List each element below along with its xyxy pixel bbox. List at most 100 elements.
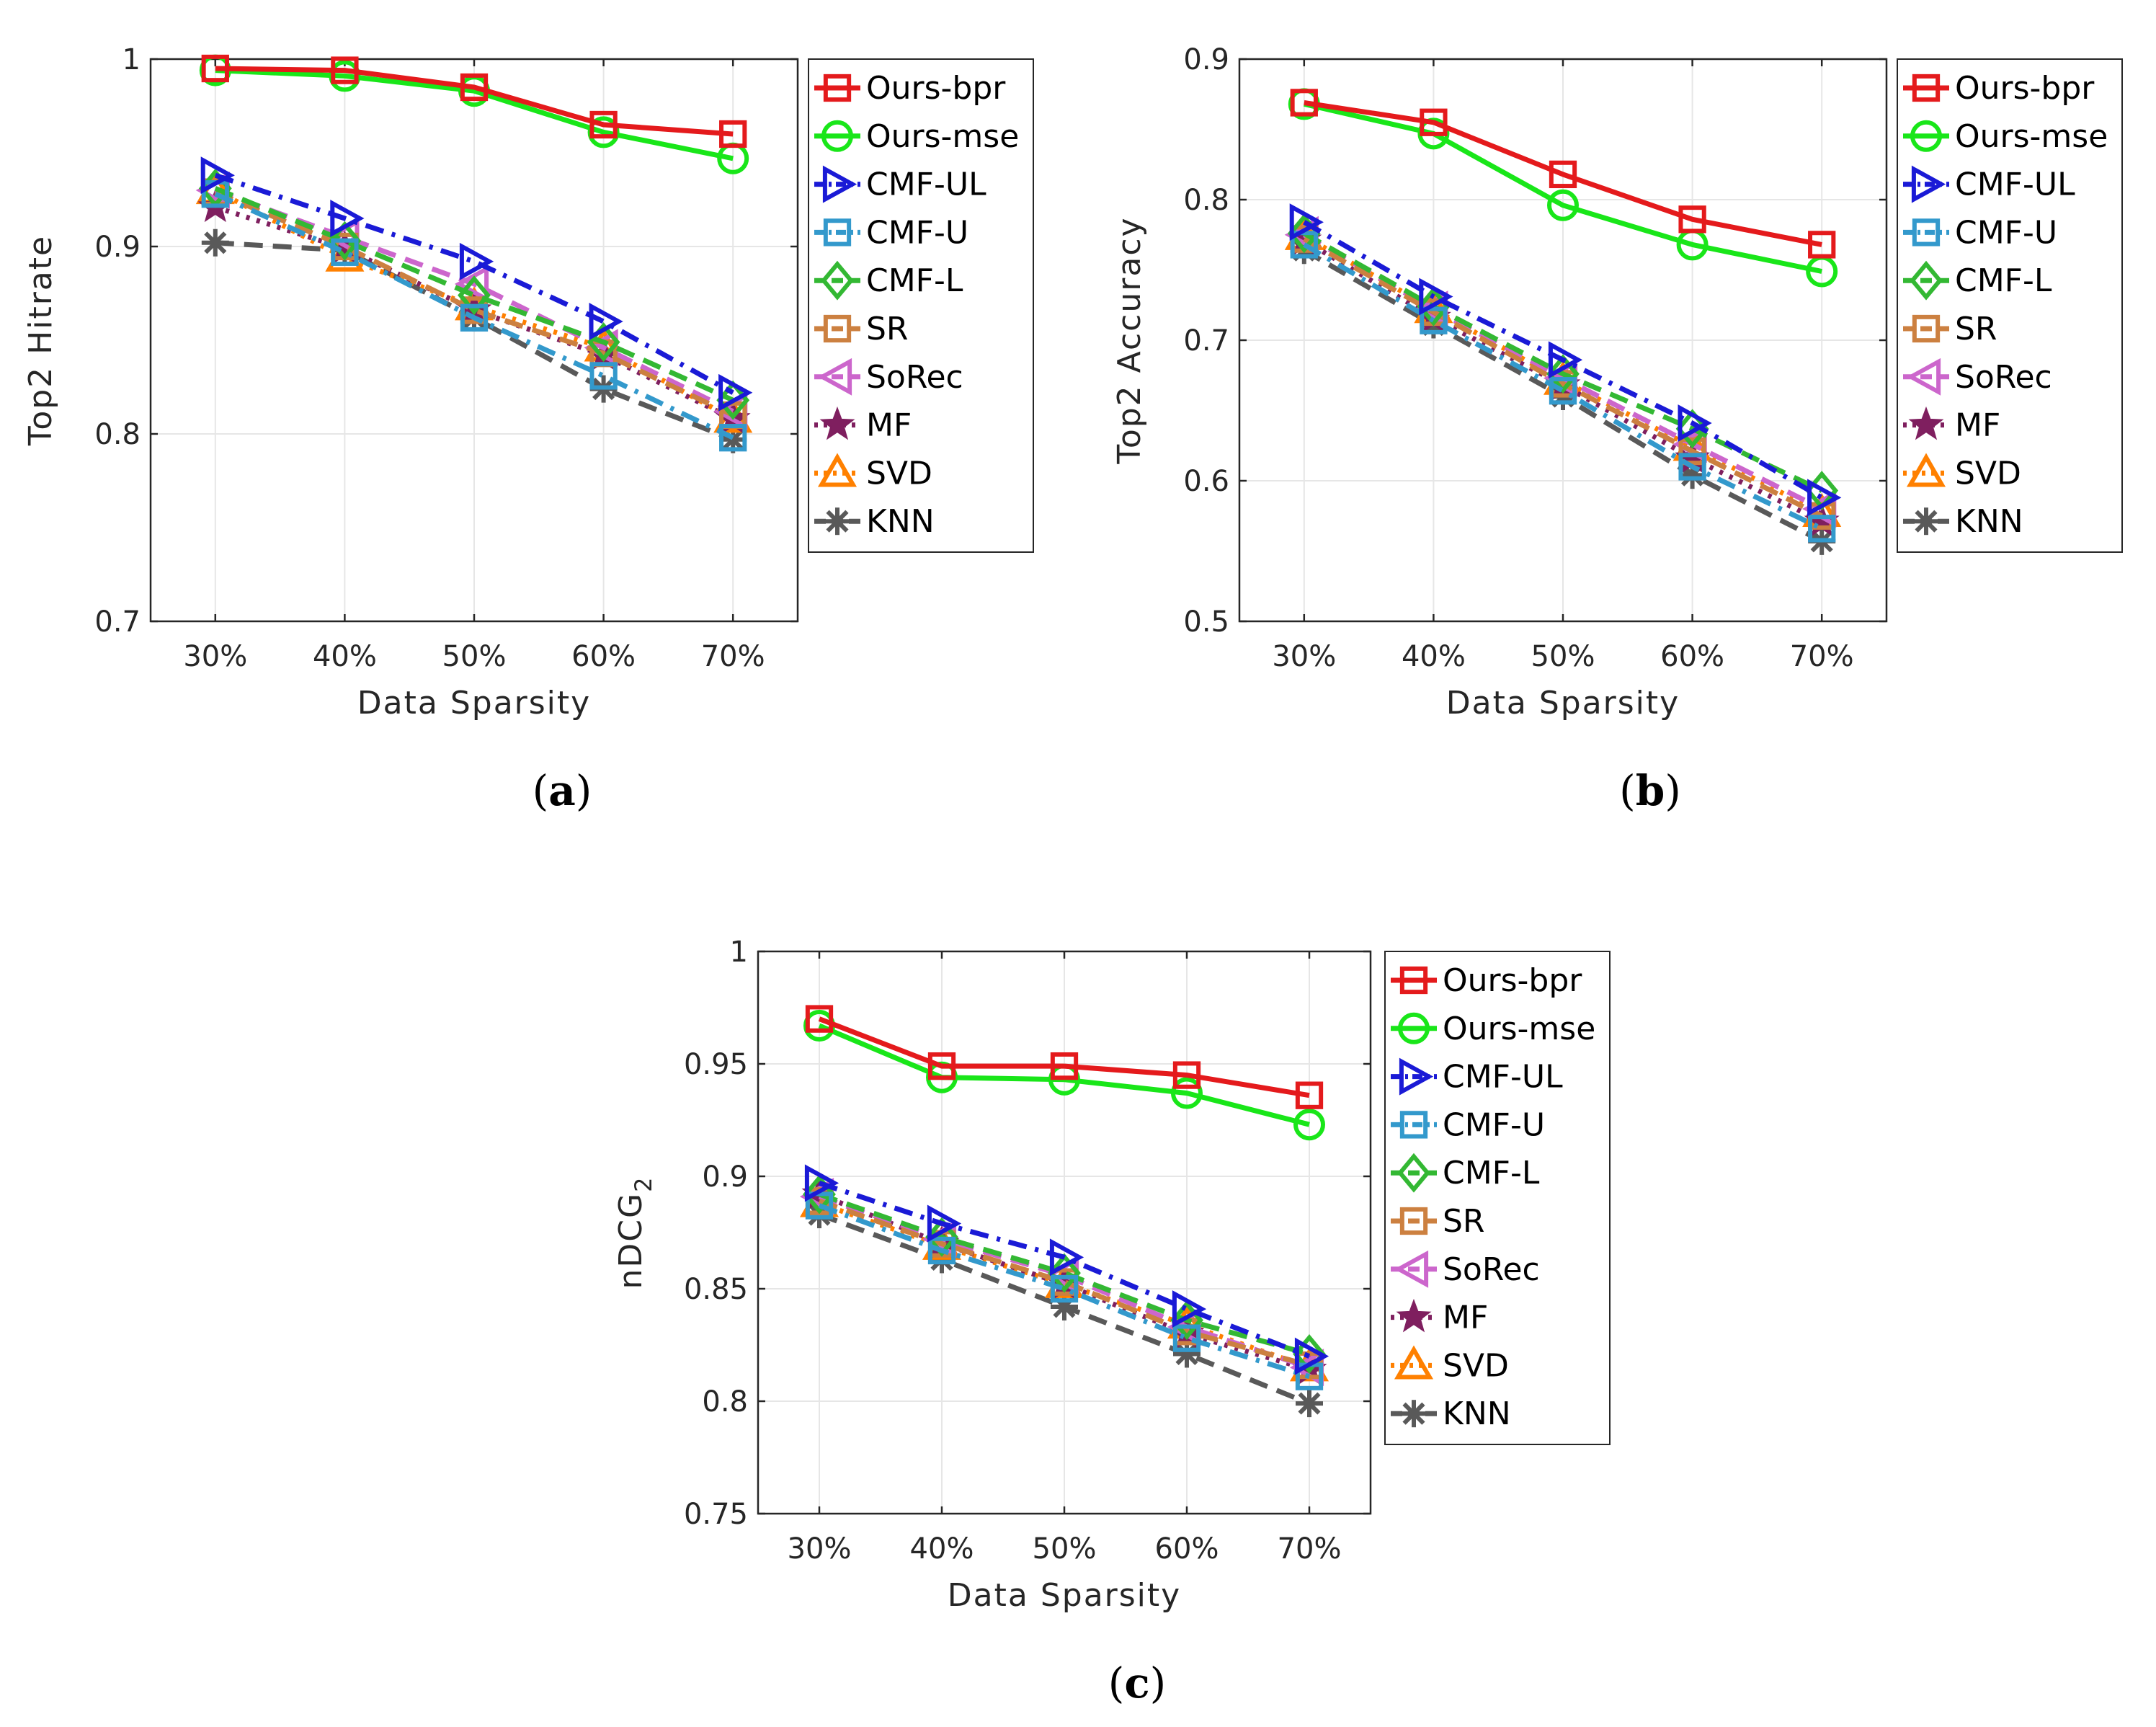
x-tick-label: 30% [1272,640,1336,673]
data-point-cmf-ul [1419,278,1453,316]
legend-label: KNN [1443,1395,1511,1432]
data-point-cmf-u [805,1191,834,1220]
legend-label: Ours-mse [866,118,1019,155]
x-tick-label: 30% [788,1532,852,1566]
series-line-ours-mse [215,68,734,161]
legend-item-ours-bpr: Ours-bpr [1391,962,1582,999]
legend-item-knn: KNN [1903,503,2023,540]
x-tick-label: 70% [701,640,765,673]
data-point-ours-bpr [805,1005,834,1033]
x-tick-label: 50% [1531,640,1595,673]
data-point-ours-mse [1547,189,1579,221]
caption-open-paren: ( [1108,1659,1125,1708]
y-axis-label-text: Top2 Hitrate [22,235,59,446]
y-tick-label: 0.9 [702,1160,748,1194]
data-point-cmf-ul [1049,1238,1084,1277]
legend-marker-cmf-ul [1911,165,1946,203]
data-point-ours-bpr [1295,1081,1324,1109]
data-point-sr [1678,437,1706,466]
x-tick-label: 60% [571,640,636,673]
x-tick-label: 60% [1155,1532,1219,1566]
y-tick-label: 0.75 [684,1498,748,1531]
y-axis-label: Top2 Hitrate [22,235,59,446]
data-point-cmf-ul [1807,479,1842,517]
data-point-sorec [454,265,489,303]
series-group [195,54,753,453]
panel-a-top2-hitrate: 30% 40% 50% 60% 70% 0.7 0.8 0.9 1 Data Sparsity To… [22,43,1034,815]
legend-marker-knn-stroke [1915,510,1938,533]
legend-marker-mf [819,406,855,440]
caption-open-paren: ( [533,766,549,815]
caption-close-paren: ) [1150,1659,1167,1708]
legend-label: SVD [866,455,932,492]
data-point-cmf-u [1420,306,1448,334]
legend-label: CMF-U [1955,214,2057,251]
legend-item-ours-mse: Ours-mse [1903,118,2108,155]
legend-item-cmf-l: CMF-L [814,260,963,301]
x-tick-label: 60% [1660,640,1724,673]
data-point-cmf-ul [200,156,235,195]
legend-marker-cmf-ul [1399,1057,1434,1096]
data-point-cmf-ul [589,303,623,340]
data-point-knn [201,228,229,257]
legend-marker-svd [1394,1345,1434,1380]
legend-item-sorec: SoRec [814,358,963,396]
legend-label: CMF-L [866,262,963,299]
panel-caption: (c) [1108,1659,1167,1708]
data-point-ours-bpr [1808,231,1836,259]
legend: Ours-bpr Ours-mse CMF-UL CMF-U CMF-L SR SoRec M… [1897,58,2123,553]
legend-item-cmf-ul: CMF-UL [814,165,986,203]
series-line-ours-bpr [818,1016,1310,1098]
data-point-cmf-u [1290,231,1318,259]
panel-b-top2-accuracy: 30% 40% 50% 60% 70% 0.5 0.6 0.7 0.8 0.9 Data Spars… [1111,43,2123,815]
series-line-cmf-l [818,1191,1310,1357]
y-axis-label: nDCG2 [612,1176,657,1289]
data-point-cmf-ul [459,242,494,280]
legend-marker-knn-stroke [1402,1402,1425,1425]
data-point-ours-bpr [927,1052,956,1080]
series-ours-bpr [201,54,747,148]
legend-label: Ours-mse [1955,118,2108,155]
legend-label: MF [866,407,912,444]
data-point-cmf-ul [1294,1337,1329,1375]
legend-label: Ours-bpr [1955,70,2095,107]
legend-label: CMF-U [866,214,968,251]
data-point-cmf-l [1293,1333,1326,1374]
y-tick-label: 1 [730,936,748,969]
legend-item-ours-mse: Ours-mse [1391,1011,1595,1047]
data-point-cmf-u [1050,1274,1079,1303]
legend-marker-ours-mse [1910,120,1942,152]
data-point-ours-bpr [331,56,359,84]
legend-marker-cmf-u [1912,218,1941,247]
legend-item-ours-bpr: Ours-bpr [814,70,1006,107]
x-tick-label: 40% [313,640,377,673]
legend-marker-cmf-l [1910,260,1943,301]
caption-letter: a [548,766,576,815]
series-line-cmf-l [1303,231,1823,493]
data-point-cmf-u [331,238,359,266]
legend-marker-ours-bpr [1399,966,1428,995]
y-axis-label-subscript: 2 [630,1176,657,1192]
y-tick-label: 0.9 [1183,43,1229,76]
data-point-cmf-l [1048,1253,1081,1293]
data-point-ours-bpr [1549,160,1577,189]
legend-marker-sr [823,314,852,343]
legend-marker-knn [1400,1400,1427,1428]
legend-item-sr: SR [1903,311,1997,347]
legend-item-mf: MF [814,406,912,444]
series-group [1284,88,1842,555]
data-point-cmf-u [589,362,618,390]
legend-label: CMF-UL [1955,167,2075,203]
legend-label: Ours-mse [1443,1011,1595,1047]
data-point-cmf-ul [1548,341,1583,379]
series-line-cmf-ul [818,1181,1311,1359]
legend-label: CMF-UL [866,167,986,203]
data-point-cmf-u [1678,453,1706,481]
data-point-ours-bpr [1420,108,1448,136]
legend-item-svd: SVD [1903,453,2021,492]
data-point-cmf-u [927,1236,956,1265]
legend-marker-cmf-l [821,260,854,301]
x-tick-label: 40% [1402,640,1466,673]
caption-close-paren: ) [1665,766,1681,815]
series-cmf-u [1290,231,1836,543]
